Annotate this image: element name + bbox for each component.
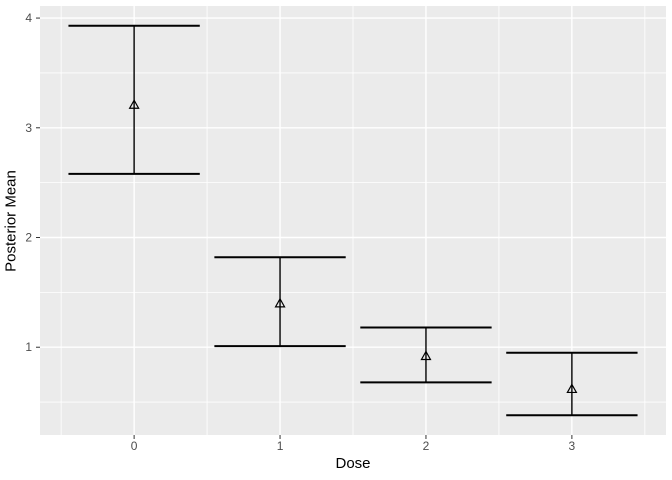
x-axis-title: Dose <box>335 455 371 472</box>
x-tick-label: 2 <box>423 439 430 453</box>
y-tick-label: 2 <box>25 231 32 245</box>
point-triangle-icon-dose-3 <box>566 383 578 394</box>
point-triangle-icon-dose-1 <box>274 297 286 308</box>
y-tick-label: 3 <box>25 121 32 135</box>
point-triangle-icon-dose-2 <box>420 350 432 361</box>
x-tick-label: 1 <box>277 439 284 453</box>
x-tick-label: 3 <box>569 439 576 453</box>
x-tick-label: 0 <box>131 439 138 453</box>
y-tick-label: 1 <box>25 340 32 354</box>
y-axis-title: Posterior Mean <box>2 170 20 272</box>
point-triangle-icon-dose-0 <box>128 99 140 109</box>
y-tick-label: 4 <box>25 11 32 25</box>
